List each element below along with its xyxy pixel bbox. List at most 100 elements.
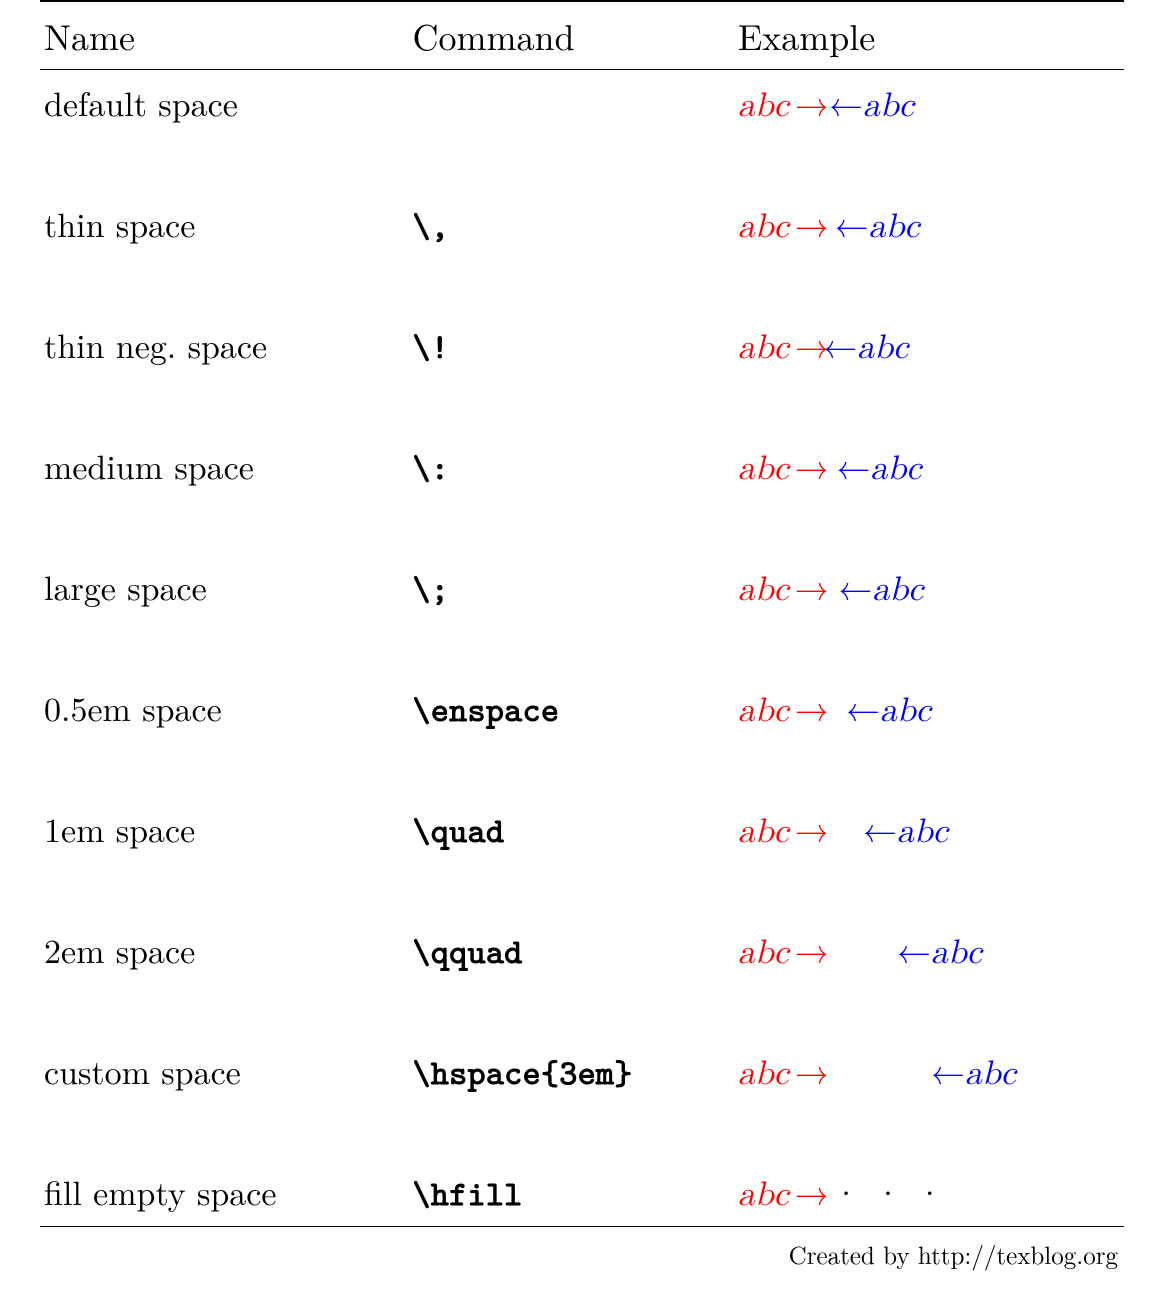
latex-spacing-table: Name Command Example default spaceabc→←a… bbox=[0, 0, 1164, 1302]
command-code: \qquad bbox=[413, 928, 523, 974]
cell-command: \enspace bbox=[409, 675, 734, 796]
arrow-left-icon: ← bbox=[835, 206, 869, 240]
abc-left: abc bbox=[738, 452, 789, 486]
arrow-left-icon: ← bbox=[823, 327, 857, 361]
abc-right: abc bbox=[870, 452, 921, 486]
example-inline: abc→←abc bbox=[738, 925, 982, 973]
abc-left: abc bbox=[738, 573, 789, 607]
cell-command: \; bbox=[409, 554, 734, 675]
arrow-right-icon: → bbox=[795, 690, 829, 724]
example-inline: abc→←abc bbox=[738, 78, 914, 126]
table-row: 0.5em space\enspaceabc→←abc bbox=[40, 675, 1124, 796]
header-row: Name Command Example bbox=[40, 1, 1124, 70]
credit-line: Created by http://texblog.org bbox=[40, 1227, 1124, 1272]
abc-right: abc bbox=[863, 89, 914, 123]
cell-name: custom space bbox=[40, 1038, 409, 1159]
spacing-table: Name Command Example default spaceabc→←a… bbox=[40, 0, 1124, 1227]
header-name: Name bbox=[40, 1, 409, 70]
cell-name: default space bbox=[40, 70, 409, 192]
ellipsis-dots: · · · bbox=[833, 1167, 945, 1215]
cell-name: 1em space bbox=[40, 796, 409, 917]
example-inline: abc→←abc bbox=[738, 804, 948, 852]
abc-left: abc bbox=[738, 1057, 789, 1091]
example-inline: abc→←abc bbox=[738, 562, 924, 610]
abc-right: abc bbox=[872, 573, 923, 607]
cell-example: abc→←abc bbox=[734, 917, 1124, 1038]
command-code: \quad bbox=[413, 807, 505, 853]
example-inline: abc→· · · bbox=[738, 1167, 945, 1215]
command-code: \, bbox=[413, 202, 450, 248]
abc-right: abc bbox=[880, 694, 931, 728]
header-example: Example bbox=[734, 1, 1124, 70]
arrow-left-icon: ← bbox=[838, 569, 872, 603]
abc-right: abc bbox=[965, 1057, 1016, 1091]
command-code: \; bbox=[413, 565, 450, 611]
abc-left: abc bbox=[738, 1178, 789, 1212]
cell-name: medium space bbox=[40, 433, 409, 554]
command-code: \: bbox=[413, 444, 450, 490]
table-row: 1em space\quadabc→←abc bbox=[40, 796, 1124, 917]
arrow-left-icon: ← bbox=[836, 448, 870, 482]
table-row: thin space\,abc→←abc bbox=[40, 191, 1124, 312]
example-inline: abc→←abc bbox=[738, 441, 922, 489]
arrow-left-icon: ← bbox=[863, 811, 897, 845]
cell-command: \quad bbox=[409, 796, 734, 917]
abc-left: abc bbox=[738, 89, 789, 123]
cell-example: abc→←abc bbox=[734, 1038, 1124, 1159]
abc-right: abc bbox=[897, 815, 948, 849]
cell-example: abc→←abc bbox=[734, 191, 1124, 312]
cell-name: large space bbox=[40, 554, 409, 675]
table-row: large space\;abc→←abc bbox=[40, 554, 1124, 675]
cell-name: 2em space bbox=[40, 917, 409, 1038]
arrow-right-icon: → bbox=[795, 85, 829, 119]
example-inline: abc→←abc bbox=[738, 199, 920, 247]
table-row: medium space\:abc→←abc bbox=[40, 433, 1124, 554]
cell-command: \hfill bbox=[409, 1159, 734, 1227]
abc-left: abc bbox=[738, 936, 789, 970]
cell-command: \: bbox=[409, 433, 734, 554]
cell-name: thin neg. space bbox=[40, 312, 409, 433]
cell-example: abc→←abc bbox=[734, 70, 1124, 192]
abc-right: abc bbox=[857, 331, 908, 365]
header-command: Command bbox=[409, 1, 734, 70]
table-row: 2em space\qquadabc→←abc bbox=[40, 917, 1124, 1038]
cell-example: abc→←abc bbox=[734, 554, 1124, 675]
cell-command: \hspace{3em} bbox=[409, 1038, 734, 1159]
abc-left: abc bbox=[738, 694, 789, 728]
cell-name: 0.5em space bbox=[40, 675, 409, 796]
cell-example: abc→←abc bbox=[734, 433, 1124, 554]
arrow-left-icon: ← bbox=[897, 932, 931, 966]
arrow-right-icon: → bbox=[795, 1174, 829, 1208]
cell-example: abc→←abc bbox=[734, 312, 1124, 433]
example-inline: abc→←abc bbox=[738, 683, 931, 731]
cell-command bbox=[409, 70, 734, 192]
command-code: \! bbox=[413, 323, 450, 369]
arrow-right-icon: → bbox=[795, 1053, 829, 1087]
arrow-right-icon: → bbox=[795, 448, 829, 482]
cell-example: abc→←abc bbox=[734, 796, 1124, 917]
arrow-right-icon: → bbox=[795, 932, 829, 966]
arrow-right-icon: → bbox=[795, 811, 829, 845]
table-row: custom space\hspace{3em}abc→←abc bbox=[40, 1038, 1124, 1159]
arrow-right-icon: → bbox=[795, 569, 829, 603]
arrow-left-icon: ← bbox=[846, 690, 880, 724]
command-code: \enspace bbox=[413, 686, 560, 732]
cell-command: \, bbox=[409, 191, 734, 312]
command-code: \hspace{3em} bbox=[413, 1049, 633, 1095]
cell-name: fill empty space bbox=[40, 1159, 409, 1227]
abc-left: abc bbox=[738, 210, 789, 244]
cell-command: \qquad bbox=[409, 917, 734, 1038]
abc-right: abc bbox=[869, 210, 920, 244]
arrow-left-icon: ← bbox=[829, 85, 863, 119]
arrow-right-icon: → bbox=[795, 206, 829, 240]
table-row: thin neg. space\! abc→←abc bbox=[40, 312, 1124, 433]
abc-right: abc bbox=[931, 936, 982, 970]
cell-example: abc→· · · bbox=[734, 1159, 1124, 1227]
table-row: fill empty space\hfillabc→· · · bbox=[40, 1159, 1124, 1227]
abc-left: abc bbox=[738, 331, 789, 365]
example-inline: abc→←abc bbox=[738, 320, 908, 368]
cell-name: thin space bbox=[40, 191, 409, 312]
cell-command: \! bbox=[409, 312, 734, 433]
example-inline: abc→←abc bbox=[738, 1046, 1016, 1094]
arrow-left-icon: ← bbox=[931, 1053, 965, 1087]
